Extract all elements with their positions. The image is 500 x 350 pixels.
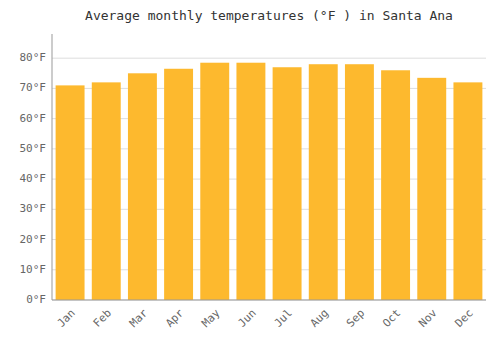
bar [92,82,121,300]
bar [309,64,338,300]
bars [56,63,483,300]
x-tick-label: Mar [127,306,151,330]
bar [273,67,302,300]
y-axis-line [52,34,53,300]
x-tick-label: Aug [308,307,331,330]
y-tick-label: 10°F [20,263,47,276]
x-tick-label: Jul [272,307,295,330]
x-axis: Jan Feb Mar Apr May Jun Jul Aug Sep Oct Nov Dec [52,300,486,330]
bar [345,64,374,300]
bar [128,73,157,300]
x-tick-label: Oct [380,307,403,330]
bar [236,63,265,300]
x-tick-label: Nov [416,306,440,330]
title: Average monthly temperatures (°F ) in Sa… [85,8,453,23]
grid-line [52,300,486,301]
chart-container: 0°F 10°F 20°F 30°F 40°F 50°F 60°F 70°F 80°F Jan Fe… [0,0,500,350]
y-tick-label: 0°F [26,293,46,306]
bar [200,63,229,300]
grid-line [52,58,486,59]
x-tick-label: Dec [452,307,475,330]
y-tick-label: 60°F [20,112,47,125]
bar [164,69,193,300]
y-tick-label: 50°F [20,142,47,155]
y-tick-label: 30°F [20,202,47,215]
bar [381,70,410,300]
x-axis-line [52,300,486,301]
bar [453,82,482,300]
grid [52,58,486,300]
y-axis: 0°F 10°F 20°F 30°F 40°F 50°F 60°F 70°F 80°F [20,34,53,306]
chart-svg: 0°F 10°F 20°F 30°F 40°F 50°F 60°F 70°F 80°F Jan Fe… [0,0,500,350]
x-tick-label: Apr [163,306,187,330]
bar [417,78,446,300]
x-tick-label: Feb [91,307,114,330]
bar [56,85,85,300]
x-tick-label: Sep [344,307,367,330]
y-tick-label: 40°F [20,172,47,185]
x-tick-label: May [199,306,223,330]
x-tick-label: Jun [235,307,258,330]
y-tick-label: 80°F [20,51,47,64]
y-tick-label: 20°F [20,233,47,246]
x-tick-label: Jan [55,307,78,330]
y-tick-label: 70°F [20,81,47,94]
